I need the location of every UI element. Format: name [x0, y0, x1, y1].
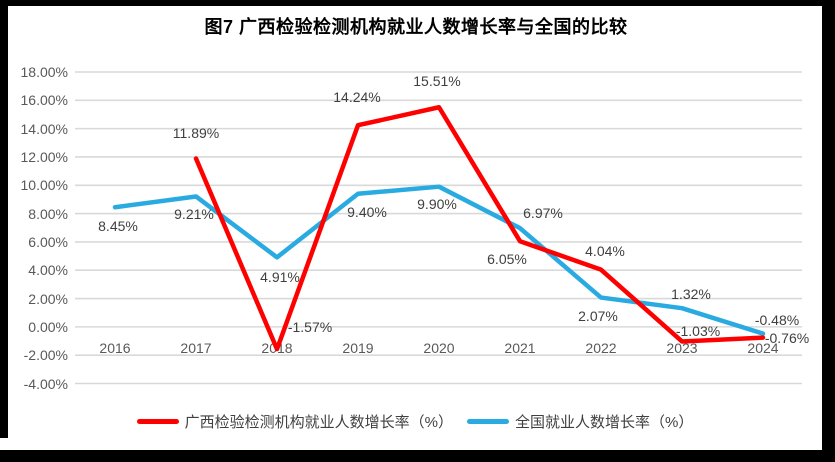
series-line-guangxi — [193, 105, 766, 352]
legend-label-guangxi: 广西检验检测机构就业人数增长率（%） — [184, 414, 453, 431]
data-label: 9.40% — [347, 203, 387, 220]
legend-swatch-guangxi-red-line — [136, 419, 179, 424]
x-axis-tick: 2022 — [585, 340, 617, 356]
x-axis-tick: 2018 — [261, 340, 293, 356]
data-label: 2.07% — [578, 307, 618, 324]
data-label: -1.57% — [287, 319, 333, 336]
y-axis-tick: 4.00% — [28, 262, 68, 279]
data-label: 15.51% — [413, 73, 461, 90]
chart-title: 图7 广西检验检测机构就业人数增长率与全国的比较 — [204, 17, 628, 37]
y-axis-tick: 0.00% — [28, 318, 68, 335]
y-axis-tick: 18.00% — [20, 64, 68, 80]
data-label: 4.04% — [585, 242, 625, 259]
y-axis-tick: 6.00% — [28, 233, 68, 250]
x-axis-tick: 2017 — [180, 340, 212, 356]
data-label: 6.05% — [487, 251, 527, 268]
legend-item-guangxi: 广西检验检测机构就业人数增长率（%） — [136, 411, 453, 432]
frame-border-bottom — [0, 450, 822, 462]
frame-border-left — [0, 6, 8, 438]
y-axis-tick: 10.00% — [20, 177, 68, 194]
data-label: 4.91% — [260, 269, 300, 286]
data-label: 8.45% — [98, 218, 138, 235]
y-axis-tick: 8.00% — [28, 205, 68, 222]
data-label: 9.90% — [417, 195, 457, 212]
data-label: 14.24% — [333, 89, 381, 106]
data-label: 11.89% — [172, 124, 220, 141]
y-axis-tick: 14.00% — [20, 120, 68, 137]
y-axis-tick: 2.00% — [28, 290, 68, 307]
x-axis-tick: 2021 — [504, 340, 536, 356]
data-label: -0.76% — [764, 329, 810, 346]
frame-border-top — [0, 0, 835, 6]
y-axis-tick: 12.00% — [20, 148, 68, 165]
data-label: 6.97% — [523, 205, 563, 222]
chart-legend: 广西检验检测机构就业人数增长率（%） 全国就业人数增长率（%） — [8, 411, 822, 432]
y-axis-tick: -4.00% — [23, 375, 68, 392]
x-axis-tick: 2016 — [99, 340, 131, 356]
data-label: -0.48% — [754, 311, 800, 328]
data-label: 1.32% — [671, 286, 711, 303]
frame-border-right — [822, 0, 835, 462]
data-label: 9.21% — [174, 206, 214, 223]
y-axis-tick: -2.00% — [23, 347, 68, 364]
x-axis-tick: 2019 — [342, 340, 374, 356]
legend-item-national: 全国就业人数增长率（%） — [467, 411, 693, 432]
x-axis-tick: 2023 — [666, 340, 698, 356]
legend-swatch-national-blue-line — [467, 419, 509, 424]
data-label: -1.03% — [675, 323, 721, 340]
y-axis-tick: 16.00% — [20, 92, 68, 109]
legend-label-national: 全国就业人数增长率（%） — [515, 414, 694, 431]
x-axis-tick: 2020 — [423, 340, 455, 356]
